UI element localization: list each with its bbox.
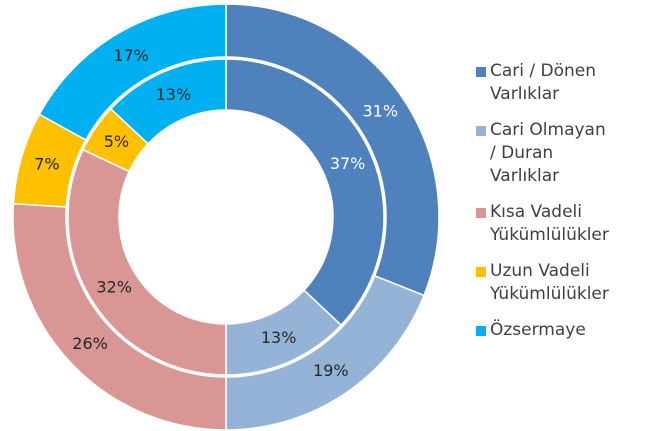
legend-swatch — [476, 267, 486, 277]
data-label: 31% — [362, 102, 398, 121]
legend-swatch — [476, 326, 486, 336]
data-label: 7% — [34, 154, 59, 173]
data-label: 5% — [104, 132, 129, 151]
legend-item: Kısa Vadeli Yükümlülükler — [476, 201, 616, 247]
legend-item: Uzun Vadeli Yükümlülükler — [476, 260, 616, 306]
doughnut-segment — [109, 58, 227, 145]
plot: 31% 19% 26% 7% 17% 37% 13% 32% 5% 13% — [12, 3, 440, 431]
data-label: 13% — [156, 85, 192, 104]
legend-item: Cari / Dönen Varlıklar — [476, 60, 616, 106]
legend-swatch — [476, 67, 486, 77]
data-label: 37% — [330, 154, 366, 173]
legend-item: Özsermaye — [476, 319, 616, 342]
legend-swatch — [476, 208, 486, 218]
doughnut-segment — [225, 3, 440, 297]
doughnut-segment — [225, 58, 385, 327]
legend-label: Cari Olmayan / Duran Varlıklar — [490, 120, 606, 186]
legend-item: Cari Olmayan / Duran Varlıklar — [476, 119, 616, 188]
data-label: 13% — [261, 328, 297, 347]
legend-swatch — [476, 126, 486, 136]
data-label: 17% — [113, 46, 149, 65]
legend-label: Özsermaye — [490, 320, 586, 340]
data-label: 26% — [72, 334, 108, 353]
legend-label: Cari / Dönen Varlıklar — [490, 61, 597, 104]
legend-label: Uzun Vadeli Yükümlülükler — [490, 261, 609, 304]
doughnut-segment — [67, 148, 227, 376]
legend-label: Kısa Vadeli Yükümlülükler — [490, 202, 609, 245]
doughnut-segment — [38, 3, 227, 141]
data-label: 19% — [313, 361, 349, 380]
legend: Cari / Dönen Varlıklar Cari Olmayan / Dur… — [476, 60, 616, 355]
data-label: 32% — [96, 277, 132, 296]
